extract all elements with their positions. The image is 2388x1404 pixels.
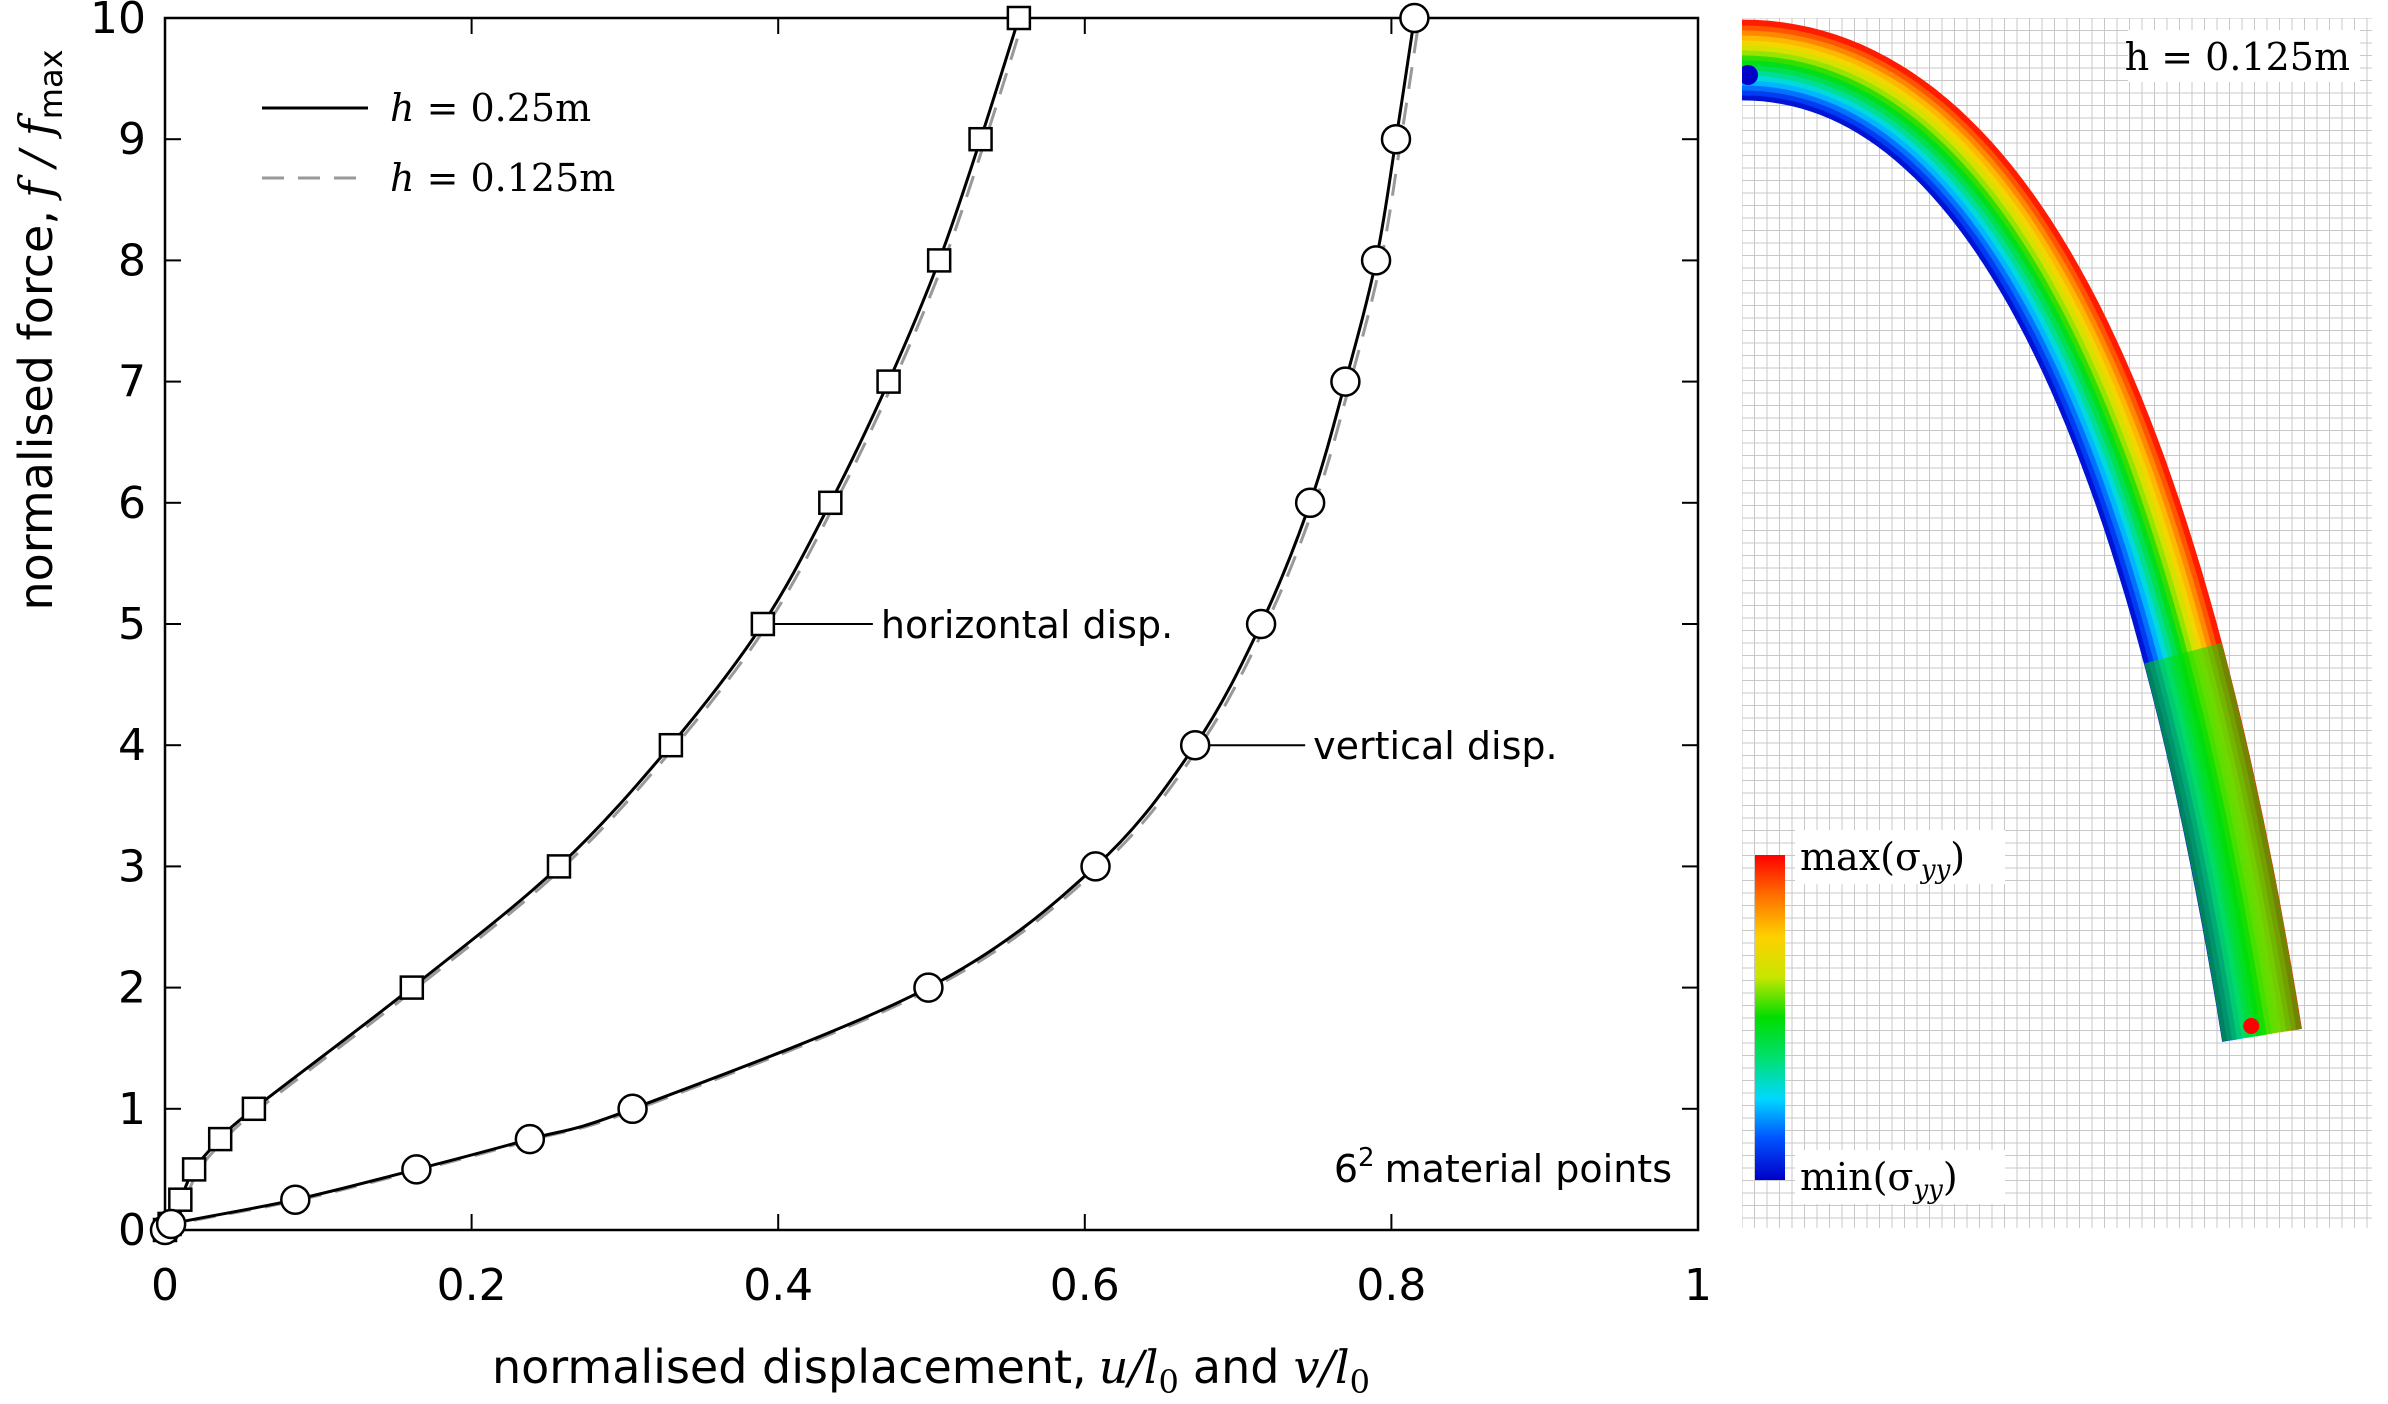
cb-max-sub: yy xyxy=(1920,855,1951,885)
xlabel-and: and xyxy=(1193,1340,1280,1394)
y-tick-label: 8 xyxy=(118,235,146,286)
y-tick-label: 3 xyxy=(118,841,146,892)
square-marker xyxy=(241,1096,267,1122)
xlabel-sub: 0 xyxy=(1159,1363,1179,1399)
circle-marker xyxy=(1245,608,1277,640)
square-marker xyxy=(207,1126,233,1152)
series-1-fine-curve xyxy=(165,18,1421,1230)
circle-marker xyxy=(155,1208,187,1240)
xlabel-math: u/l xyxy=(1099,1340,1159,1394)
fixed-end-hotspot xyxy=(1742,65,1758,85)
cb-max-close: ) xyxy=(1950,835,1965,879)
square-marker xyxy=(750,611,776,637)
x-tick-label: 0.4 xyxy=(743,1260,813,1311)
series-annotation: vertical disp. xyxy=(1313,724,1557,768)
stress-field-panel: h = 0.125m max(σyy) min(σyy) xyxy=(1742,18,2372,1228)
circle-marker xyxy=(1380,123,1412,155)
square-marker xyxy=(546,854,572,879)
circle-marker xyxy=(1080,851,1111,882)
y-tick-label: 4 xyxy=(118,720,146,771)
x-tick-label: 0.6 xyxy=(1050,1260,1120,1311)
colorbar-min-box xyxy=(1795,1150,2005,1204)
panel-label-box xyxy=(2128,30,2360,82)
ylabel-math: f / f xyxy=(9,112,63,201)
square-marker xyxy=(818,490,843,516)
circle-marker xyxy=(1179,729,1211,761)
corner-text: material points xyxy=(1385,1147,1672,1191)
x-tick-label: 0.2 xyxy=(437,1260,507,1311)
corner-annotation: 62 material points xyxy=(1334,1143,1672,1191)
beam-band xyxy=(1742,19,2302,1030)
y-tick-label: 5 xyxy=(118,599,146,650)
colorbar-max-box xyxy=(1795,830,2005,884)
x-tick-label: 1 xyxy=(1684,1260,1712,1311)
circle-marker xyxy=(280,1184,311,1215)
y-tick-label: 10 xyxy=(90,0,146,44)
series-1-curve xyxy=(165,18,1416,1230)
corner-base: 6 xyxy=(1334,1147,1358,1191)
legend-h-1: h xyxy=(390,156,414,200)
y-axis-label: normalised force, f / fmax xyxy=(9,49,70,610)
ylabel-text: normalised force, xyxy=(9,210,63,611)
cb-min-text: min(σ xyxy=(1800,1155,1913,1199)
circle-marker xyxy=(1399,2,1430,34)
square-marker xyxy=(658,732,684,758)
x-tick-label: 0 xyxy=(151,1260,179,1311)
legend-entry-1: h = 0.125m xyxy=(390,156,615,200)
corner-sup: 2 xyxy=(1358,1143,1375,1173)
square-marker xyxy=(399,975,425,1000)
xlabel-math2: v/l xyxy=(1293,1340,1349,1394)
circle-marker xyxy=(1294,487,1326,519)
legend-rest-0: = 0.25m xyxy=(414,86,591,130)
circle-marker xyxy=(913,972,944,1003)
y-tick-label: 0 xyxy=(118,1205,146,1256)
cb-max-text: max(σ xyxy=(1800,835,1921,879)
legend-rest-1: = 0.125m xyxy=(414,156,615,200)
x-tick-label: 0.8 xyxy=(1356,1260,1426,1311)
legend-h-0: h xyxy=(390,86,414,130)
square-marker xyxy=(926,248,952,273)
ylabel-sub: max xyxy=(32,49,70,119)
colorbar xyxy=(1755,855,1785,1180)
y-tick-label: 2 xyxy=(118,963,146,1014)
plot-area xyxy=(163,16,1700,1232)
legend: h = 0.25m h = 0.125m xyxy=(262,86,615,200)
annotations: horizontal disp. vertical disp. xyxy=(774,603,1558,768)
beam-tip-region xyxy=(2144,642,2302,1042)
square-marker xyxy=(168,1187,193,1212)
y-tick-label: 6 xyxy=(118,478,146,529)
y-tick-label: 7 xyxy=(118,357,146,408)
cb-min-close: ) xyxy=(1943,1155,1958,1199)
square-marker xyxy=(1006,5,1032,31)
circle-marker xyxy=(1330,366,1361,397)
load-point-hotspot xyxy=(2243,1017,2260,1034)
xlabel-text: normalised displacement, xyxy=(492,1340,1087,1394)
colorbar-max-label: max(σyy) xyxy=(1800,835,1965,885)
circle-marker xyxy=(514,1123,546,1155)
square-marker xyxy=(181,1157,207,1182)
y-tick-label: 1 xyxy=(118,1084,146,1135)
panel-background xyxy=(1742,18,2372,1228)
circle-marker xyxy=(617,1093,648,1125)
xlabel-sub2: 0 xyxy=(1350,1363,1370,1399)
legend-entry-0: h = 0.25m xyxy=(390,86,591,130)
circle-marker xyxy=(1360,245,1392,276)
background-mesh xyxy=(1742,18,2372,1228)
colorbar-min-label: min(σyy) xyxy=(1800,1155,1958,1205)
y-tick-label: 9 xyxy=(118,114,146,165)
series-markers xyxy=(149,2,1430,1246)
circle-marker xyxy=(401,1154,432,1185)
x-axis-label: normalised displacement, u/l0 and v/l0 xyxy=(492,1340,1370,1399)
cb-min-sub: yy xyxy=(1912,1175,1943,1205)
square-marker xyxy=(876,369,901,394)
panel-label: h = 0.125m xyxy=(2125,35,2350,79)
deformed-beam xyxy=(1742,19,2302,1042)
series-annotation: horizontal disp. xyxy=(881,603,1173,647)
square-marker xyxy=(968,126,993,152)
